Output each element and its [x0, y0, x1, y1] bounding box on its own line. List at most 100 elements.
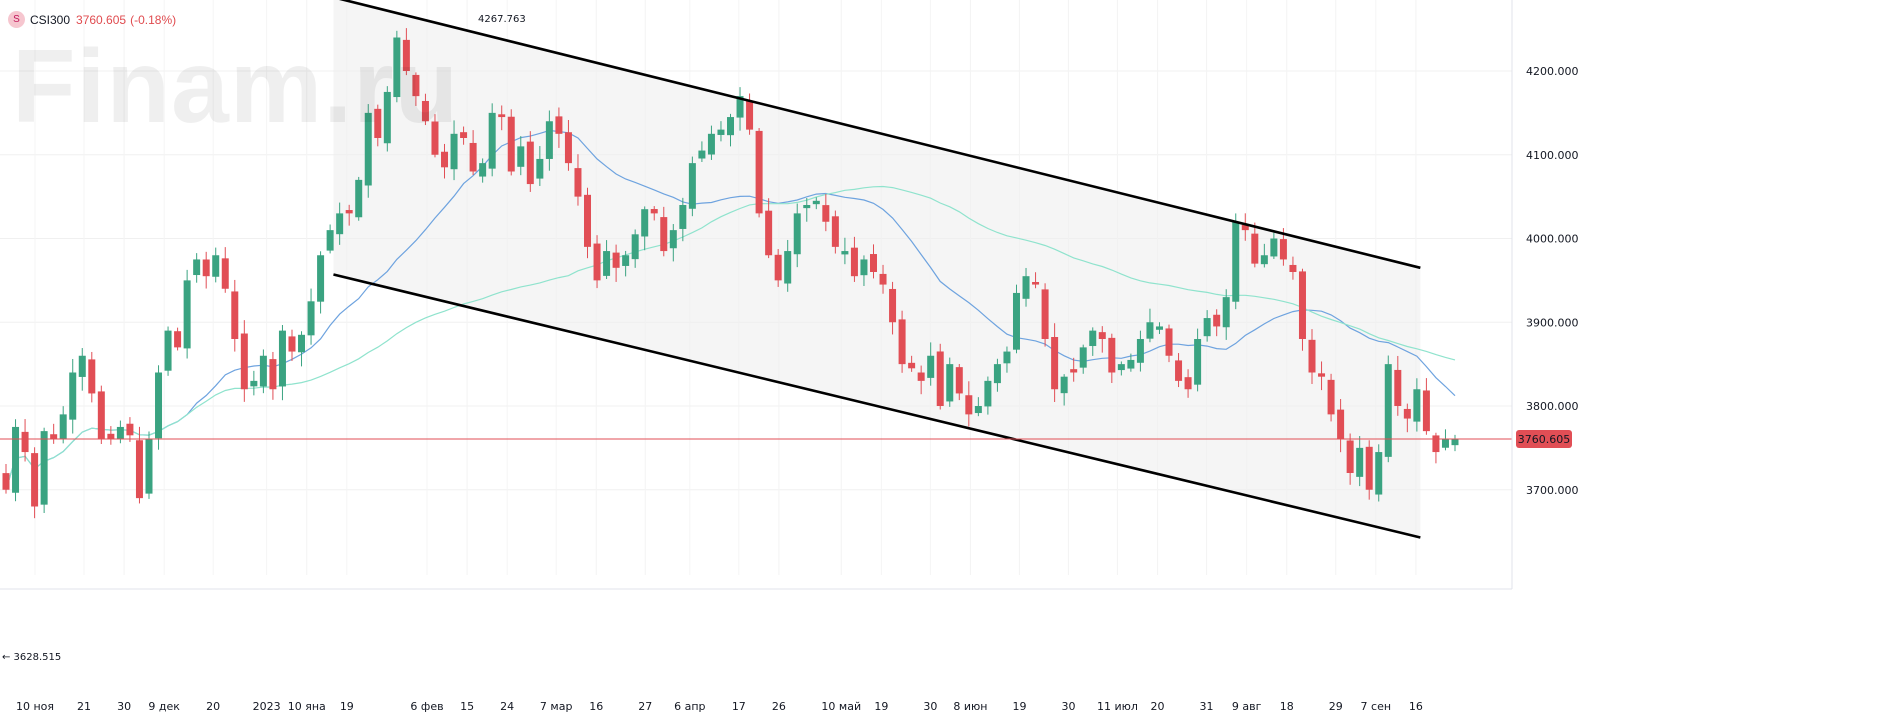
- candle-body: [1337, 409, 1345, 440]
- candle-body: [364, 112, 372, 186]
- last-price: 3760.605: [76, 12, 127, 27]
- candle-body: [278, 330, 286, 387]
- watermark: Finam.ru: [12, 29, 460, 145]
- candle-body: [88, 359, 96, 394]
- candle-body: [1413, 389, 1421, 422]
- candle-body: [879, 273, 887, 285]
- y-tick-label: 4200.000: [1526, 65, 1579, 78]
- candle-body: [1060, 376, 1068, 394]
- candle-body: [412, 74, 420, 97]
- x-tick-label: 10 май: [821, 700, 861, 713]
- candle-body: [765, 210, 773, 256]
- candle-body: [1041, 289, 1049, 339]
- candle-body: [965, 395, 973, 415]
- candle-body: [393, 37, 401, 98]
- x-tick-label: 18: [1280, 700, 1294, 713]
- candle-body: [31, 453, 39, 507]
- candle-body: [660, 217, 668, 252]
- candle-body: [431, 121, 439, 155]
- x-tick-label: 6 апр: [674, 700, 705, 713]
- symbol-icon[interactable]: S: [8, 11, 25, 28]
- candle-body: [1184, 377, 1192, 390]
- candle-body: [1384, 364, 1392, 457]
- candle-body: [717, 129, 725, 135]
- x-tick-label: 9 дек: [148, 700, 180, 713]
- candle-body: [326, 230, 334, 251]
- x-tick-label: 27: [638, 700, 652, 713]
- candle-body: [469, 142, 477, 172]
- candle-body: [345, 210, 353, 214]
- candle-body: [631, 234, 639, 260]
- candle-body: [164, 330, 172, 371]
- channel-lower-line: [333, 273, 1421, 539]
- candle-body: [1251, 233, 1259, 264]
- candle-body: [936, 351, 944, 406]
- candle-body: [2, 473, 10, 490]
- candle-body: [841, 251, 849, 255]
- x-tick-label: 16: [589, 700, 603, 713]
- candle-body: [155, 372, 163, 439]
- x-tick-label: 19: [1012, 700, 1026, 713]
- candle-body: [107, 433, 115, 440]
- candle-body: [1117, 364, 1125, 371]
- x-tick-label: 16: [1409, 700, 1423, 713]
- candle-body: [946, 364, 954, 402]
- candle-body: [174, 331, 182, 348]
- candle-body: [69, 372, 77, 420]
- x-axis: 10 ноя 21 30 9 дек 20 2023 10 яна 19 6 фев 15 24 7 …: [0, 588, 1512, 713]
- candle-body: [1298, 271, 1306, 339]
- symbol-name[interactable]: CSI300: [30, 12, 71, 27]
- candle-body: [612, 252, 620, 268]
- y-tick-label: 3700.000: [1526, 484, 1579, 497]
- x-tick-label: 30: [1061, 700, 1075, 713]
- candle-body: [736, 96, 744, 118]
- candle-body: [1175, 360, 1183, 381]
- candle-body: [383, 91, 391, 144]
- x-tick-label: 21: [77, 700, 91, 713]
- candle-body: [1279, 239, 1287, 260]
- candle-body: [1441, 439, 1449, 448]
- candle-body: [1308, 339, 1316, 373]
- x-tick-label: 7 мар: [540, 700, 573, 713]
- candle-body: [1232, 221, 1240, 302]
- candle-body: [116, 426, 124, 439]
- candle-body: [1422, 390, 1430, 432]
- x-tick-label: 15: [460, 700, 474, 713]
- candle-body: [40, 431, 48, 505]
- candle-body: [298, 334, 306, 353]
- candle-body: [536, 158, 544, 179]
- x-tick-label: 19: [340, 700, 354, 713]
- x-tick-label: 10 ноя: [16, 700, 54, 713]
- candle-body: [774, 254, 782, 281]
- candle-body: [898, 319, 906, 365]
- candle-body: [374, 108, 382, 138]
- candle-body: [1213, 314, 1221, 327]
- candle-body: [974, 406, 982, 414]
- x-tick-label: 20: [206, 700, 220, 713]
- candle-body: [517, 146, 525, 167]
- candle-body: [221, 258, 229, 289]
- candle-body: [1165, 328, 1173, 356]
- channel-lines[interactable]: [333, 0, 1421, 539]
- candle-body: [812, 200, 820, 205]
- candle-body: [908, 362, 916, 369]
- candle-body: [193, 259, 201, 276]
- y-tick-label: 3800.000: [1526, 400, 1579, 413]
- candle-body: [822, 205, 830, 222]
- candle-body: [641, 209, 649, 237]
- candle-body: [183, 280, 191, 349]
- candle-body: [1146, 322, 1154, 339]
- candle-body: [1136, 339, 1144, 363]
- x-tick-label: 6 фев: [410, 700, 443, 713]
- candle-body: [460, 132, 468, 138]
- candle-body: [1155, 326, 1163, 330]
- candle-body: [526, 141, 534, 185]
- x-tick-label: 11 июл: [1097, 700, 1138, 713]
- candle-body: [498, 114, 506, 118]
- x-tick-label: 2023: [253, 700, 281, 713]
- x-tick-label: 8 июн: [953, 700, 987, 713]
- candle-body: [698, 150, 706, 159]
- candle-body: [50, 434, 58, 440]
- candle-body: [1051, 337, 1059, 390]
